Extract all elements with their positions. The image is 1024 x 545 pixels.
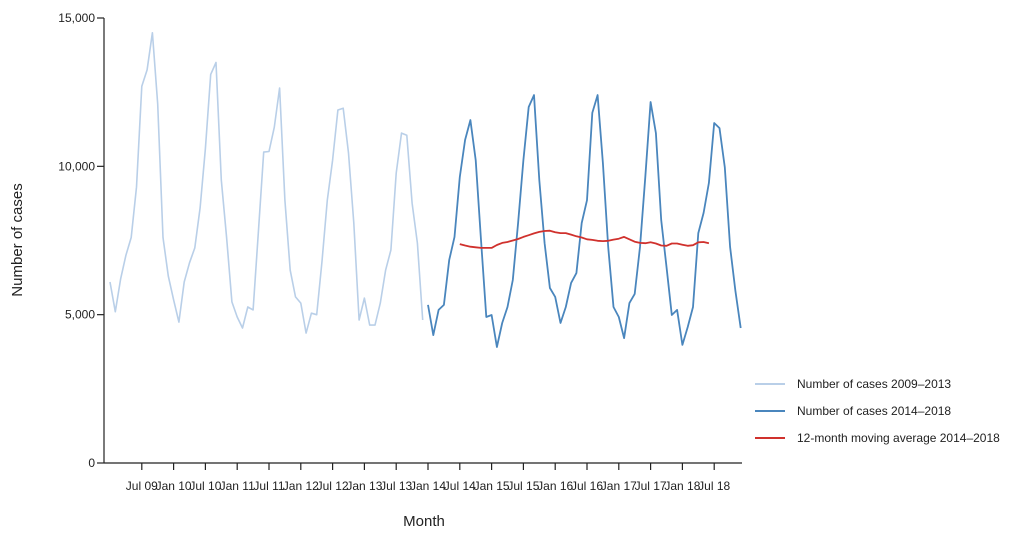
x-tick-label: Jan 18 <box>664 479 700 493</box>
y-tick-label: 10,000 <box>58 159 95 173</box>
series-line-0 <box>109 31 424 334</box>
legend-label: Number of cases 2014–2018 <box>797 404 951 418</box>
x-tick-label: Jan 10 <box>156 479 192 493</box>
x-tick-label: Jul 18 <box>698 479 730 493</box>
x-tick-label: Jan 17 <box>601 479 637 493</box>
series-line-2 <box>459 229 710 249</box>
y-tick-label: 5,000 <box>65 308 95 322</box>
legend-label: 12-month moving average 2014–2018 <box>797 431 1000 445</box>
legend-item: 12-month moving average 2014–2018 <box>755 431 1000 445</box>
x-tick-label: Jan 12 <box>283 479 319 493</box>
x-tick-label: Jul 12 <box>317 479 349 493</box>
x-tick-label: Jan 14 <box>410 479 446 493</box>
x-tick-label: Jul 16 <box>571 479 603 493</box>
x-tick-label: Jan 13 <box>346 479 382 493</box>
x-axis-title: Month <box>403 513 445 530</box>
series-line-1 <box>427 94 742 348</box>
y-tick-label: 15,000 <box>58 11 95 25</box>
x-tick-label: Jul 10 <box>189 479 221 493</box>
x-tick-label: Jul 14 <box>444 479 476 493</box>
x-tick-label: Jul 11 <box>253 479 284 493</box>
legend-item: Number of cases 2014–2018 <box>755 404 951 418</box>
legend: Number of cases 2009–2013 Number of case… <box>755 377 1000 445</box>
y-tick-label: 0 <box>88 456 95 470</box>
x-tick-label: Jul 17 <box>635 479 667 493</box>
legend-item: Number of cases 2009–2013 <box>755 377 951 391</box>
plot-lines <box>109 31 742 348</box>
x-tick-label: Jan 16 <box>537 479 573 493</box>
legend-label: Number of cases 2009–2013 <box>797 377 951 391</box>
y-axis-title: Number of cases <box>9 183 26 296</box>
x-tick-label: Jul 13 <box>380 479 412 493</box>
x-tick-label: Jul 09 <box>126 479 158 493</box>
x-tick-label: Jul 15 <box>507 479 539 493</box>
x-tick-label: Jan 15 <box>474 479 510 493</box>
x-tick-label: Jan 11 <box>220 479 255 493</box>
y-axis: 0 5,000 10,000 15,000 <box>58 11 105 470</box>
